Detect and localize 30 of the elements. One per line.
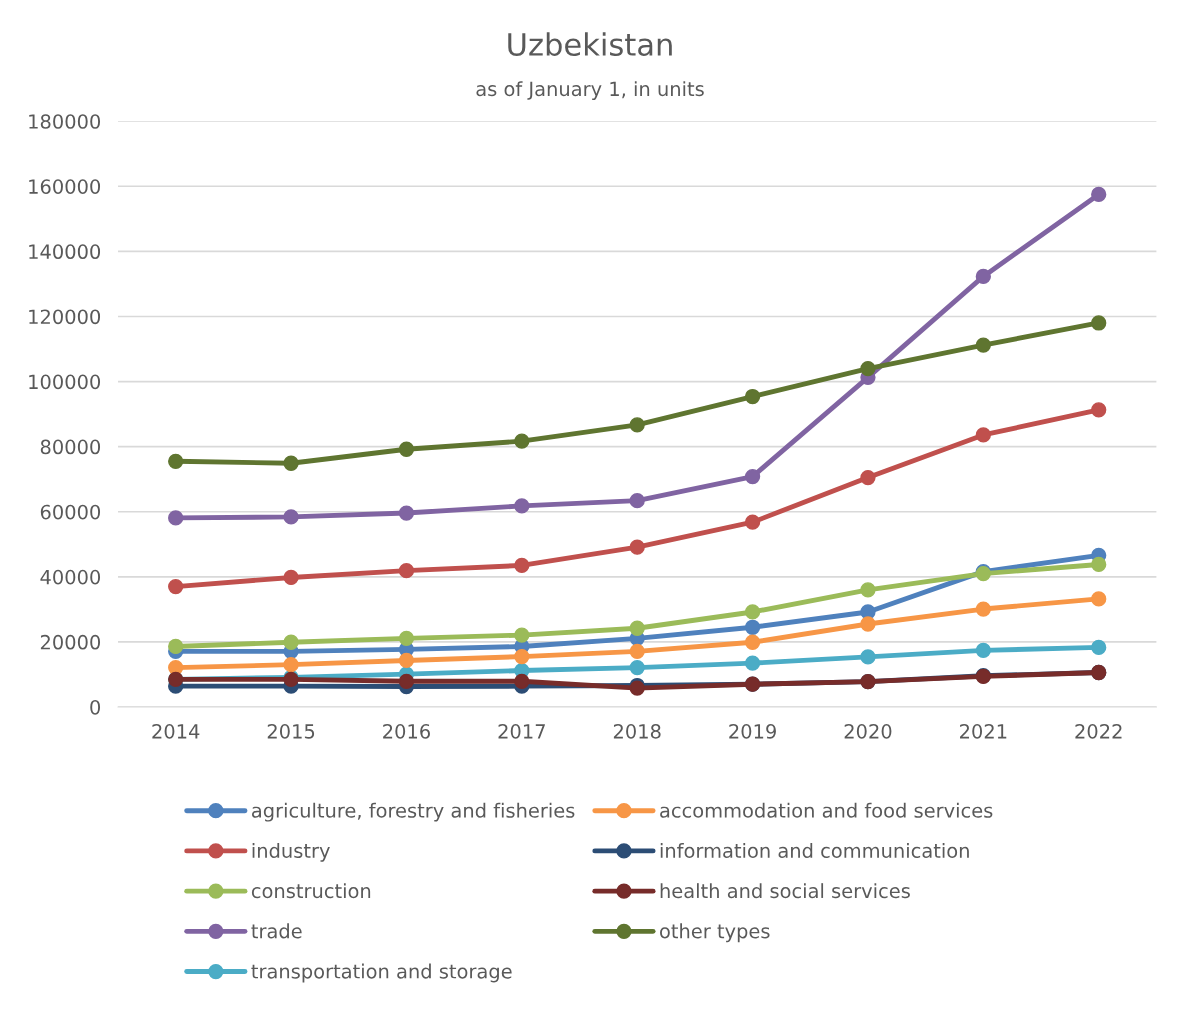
y-tick-label: 40000 xyxy=(40,569,101,585)
legend-label: transportation and storage xyxy=(251,963,512,983)
x-tick-label: 2020 xyxy=(844,724,892,739)
y-tick-label: 100000 xyxy=(29,374,101,390)
y-tick-label: 0 xyxy=(90,699,101,715)
y-tick-label: 120000 xyxy=(29,309,101,325)
y-tick-label: 140000 xyxy=(29,244,101,260)
legend-label: trade xyxy=(251,923,302,939)
x-tick-label: 2014 xyxy=(152,724,200,739)
y-tick-label: 160000 xyxy=(29,179,101,194)
x-tick-label: 2016 xyxy=(383,724,430,739)
x-tick-label: 2021 xyxy=(960,724,1007,739)
y-tick-label: 80000 xyxy=(40,439,101,455)
x-tick-label: 2019 xyxy=(729,724,776,739)
chart-subtitle: as of January 1, in units xyxy=(476,81,704,100)
y-tick-label: 60000 xyxy=(40,504,101,520)
x-tick-label: 2015 xyxy=(267,724,315,739)
legend-label: construction xyxy=(251,883,371,899)
chart-title: Uzbekistan xyxy=(508,32,672,56)
x-tick-label: 2017 xyxy=(498,724,545,739)
legend-label: information and communication xyxy=(660,842,969,859)
legend-label: accommodation and food services xyxy=(660,802,993,818)
x-tick-label: 2022 xyxy=(1075,724,1122,739)
x-tick-label: 2018 xyxy=(613,724,661,739)
y-tick-label: 20000 xyxy=(40,634,101,650)
legend-label: other types xyxy=(660,923,770,943)
legend-label: industry xyxy=(252,842,330,862)
legend-label: agriculture, forestry and fisheries xyxy=(252,802,575,822)
y-tick-label: 180000 xyxy=(29,114,101,129)
legend-label: health and social services xyxy=(660,883,910,899)
